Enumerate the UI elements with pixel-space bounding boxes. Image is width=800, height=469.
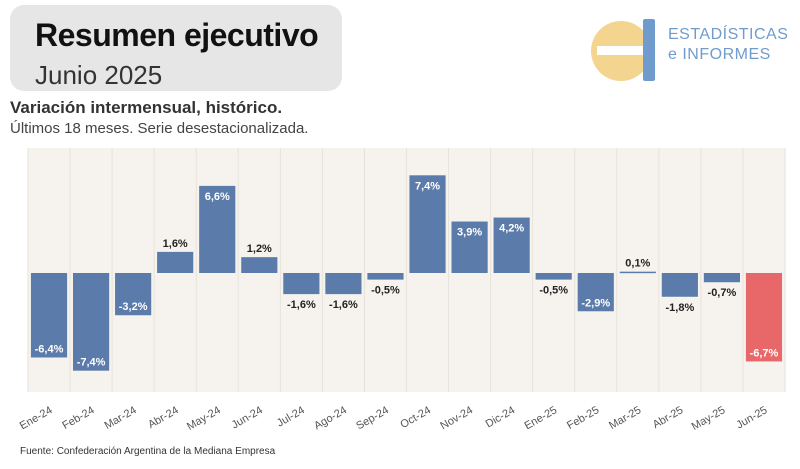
data-label: -1,6% [329, 299, 358, 311]
bar-Mar-25 [619, 271, 656, 274]
x-tick-label: Jul-24 [275, 404, 307, 429]
x-tick-label: Mar-25 [607, 404, 643, 432]
bar-May-24 [199, 185, 236, 273]
x-tick-label: Feb-24 [60, 404, 96, 432]
bar-Jun-25 [745, 273, 783, 362]
data-label: -0,5% [539, 285, 568, 297]
x-tick-label: Sep-24 [354, 404, 391, 432]
logo-line-2: e INFORMES [668, 46, 771, 63]
bar-Nov-24 [451, 221, 488, 273]
x-tick-label: Nov-24 [438, 404, 475, 432]
bar-Dic-24 [493, 217, 530, 273]
data-label: 3,9% [457, 227, 482, 239]
x-tick-label: Mar-24 [102, 404, 138, 432]
data-label: 4,2% [499, 223, 524, 235]
data-label: 1,2% [247, 243, 272, 255]
bar-chart: -6,4% Ene-24 -7,4% Feb-24 -3,2% Mar-24 1,6% Abr… [18, 148, 786, 433]
bar-Abr-24 [157, 251, 194, 273]
data-label: -2,9% [581, 297, 610, 309]
source-note: Fuente: Confederación Argentina de la Me… [20, 446, 276, 457]
bar-Ene-24 [30, 273, 68, 358]
data-label: 1,6% [163, 238, 188, 250]
title-box: Resumen ejecutivo Junio 2025 [10, 5, 342, 91]
x-tick-label: Oct-24 [398, 404, 433, 431]
data-label: 6,6% [205, 191, 230, 203]
x-tick-label: Ago-24 [312, 404, 349, 432]
chart-title: Variación intermensual, histórico. [10, 98, 283, 117]
logo-text: ESTADÍSTICAS e INFORMES [668, 25, 788, 65]
ei-logo-icon [591, 19, 655, 81]
bar-Ene-25 [535, 273, 572, 280]
bar-Feb-25 [577, 273, 614, 312]
bar-Feb-24 [72, 273, 110, 371]
data-label: 7,4% [415, 180, 440, 192]
page-title: Resumen ejecutivo [35, 17, 319, 53]
report-date: Junio 2025 [35, 60, 163, 90]
bar-Jul-24 [283, 273, 320, 295]
data-label: -0,5% [371, 285, 400, 297]
data-label: -0,7% [708, 287, 737, 299]
x-tick-label: Feb-25 [565, 404, 601, 432]
bar-Oct-24 [409, 175, 446, 273]
bar-Jun-24 [241, 257, 278, 273]
data-label: -7,4% [77, 357, 106, 369]
x-tick-label: Abr-24 [146, 404, 181, 431]
logo-line-1: ESTADÍSTICAS [668, 26, 789, 43]
x-tick-label: Jun-25 [734, 404, 769, 431]
x-tick-label: May-24 [185, 404, 223, 433]
x-tick-label: Dic-24 [484, 404, 518, 430]
data-label: -1,6% [287, 299, 316, 311]
chart-subtitle: Últimos 18 meses. Serie desestacionaliza… [10, 120, 309, 137]
x-tick-label: Ene-25 [522, 404, 559, 432]
x-tick-label: Jun-24 [230, 404, 265, 431]
bar-May-25 [703, 273, 741, 283]
x-tick-label: May-25 [690, 404, 728, 433]
data-label: -3,2% [119, 301, 148, 313]
x-tick-label: Ene-24 [18, 404, 55, 432]
bar-Ago-24 [325, 273, 362, 295]
bar-Sep-24 [367, 273, 404, 280]
data-label: -6,7% [750, 347, 779, 359]
data-label: -6,4% [35, 343, 64, 355]
bar-Mar-24 [115, 273, 152, 316]
data-label: -1,8% [665, 302, 694, 314]
bar-Abr-25 [661, 273, 698, 297]
data-label: 0,1% [625, 258, 650, 270]
x-tick-label: Abr-25 [651, 404, 686, 431]
